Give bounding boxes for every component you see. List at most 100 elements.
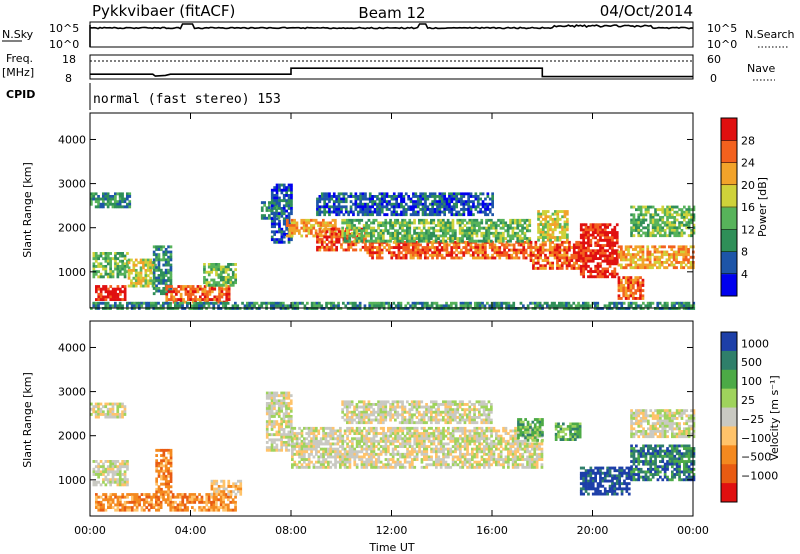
- power-cell: [690, 208, 693, 212]
- power-cell: [133, 304, 136, 308]
- power-cell: [272, 203, 276, 207]
- power-cell: [150, 304, 153, 308]
- power-cell: [217, 304, 220, 308]
- velocity-cell: [104, 483, 108, 487]
- velocity-cell: [300, 434, 304, 438]
- power-cell: [287, 222, 291, 226]
- power-cell: [639, 210, 643, 214]
- power-cell: [107, 292, 110, 296]
- power-cell: [371, 246, 374, 249]
- power-cell: [347, 210, 350, 214]
- power-cell: [401, 224, 404, 227]
- power-cell: [287, 201, 291, 205]
- power-cell: [644, 226, 648, 230]
- power-cell: [368, 248, 372, 252]
- power-cell: [400, 205, 403, 209]
- power-cell: [395, 253, 398, 257]
- power-cell: [627, 297, 630, 300]
- power-cell: [402, 200, 406, 204]
- power-cell: [406, 226, 409, 230]
- power-cell: [670, 248, 674, 251]
- velocity-cell: [237, 487, 240, 491]
- power-cell: [408, 231, 412, 235]
- power-cell: [544, 264, 547, 268]
- power-cell: [661, 229, 665, 232]
- power-cell: [480, 239, 484, 243]
- power-cell: [403, 221, 407, 225]
- power-cell: [541, 304, 544, 308]
- power-cell: [146, 258, 150, 262]
- power-cell: [687, 253, 690, 257]
- power-cell: [637, 208, 641, 212]
- power-cell: [169, 301, 172, 305]
- power-cell: [361, 208, 365, 211]
- velocity-cell: [176, 495, 180, 499]
- power-cell: [287, 220, 291, 223]
- power-cell: [641, 250, 645, 254]
- power-cell: [432, 231, 436, 235]
- power-cell: [639, 250, 642, 254]
- power-cell: [317, 221, 320, 225]
- power-cell: [282, 220, 286, 223]
- power-cell: [389, 224, 392, 227]
- power-cell: [97, 200, 100, 204]
- power-cell: [328, 227, 331, 231]
- power-cell: [548, 251, 552, 255]
- power-cell: [463, 224, 467, 227]
- power-cell: [445, 248, 449, 252]
- velocity-cell: [298, 426, 301, 430]
- power-cell: [274, 301, 278, 305]
- power-cell: [99, 252, 103, 255]
- velocity-cell: [265, 407, 269, 411]
- velocity-cell: [104, 470, 108, 474]
- power-cell: [666, 304, 669, 308]
- velocity-cell: [307, 429, 311, 433]
- power-cell: [654, 226, 657, 230]
- power-cell: [546, 223, 550, 226]
- power-cell: [627, 304, 631, 308]
- power-cell: [318, 197, 322, 201]
- power-cell: [632, 284, 635, 287]
- power-cell: [692, 231, 696, 235]
- power-cell: [349, 243, 353, 247]
- power-cell: [203, 263, 206, 266]
- power-cell: [318, 210, 322, 214]
- power-cell: [430, 301, 434, 305]
- velocity-cell: [167, 490, 170, 494]
- power-cell: [537, 236, 540, 239]
- velocity-cell: [174, 495, 177, 499]
- power-cell: [423, 301, 427, 305]
- power-cell: [475, 218, 479, 222]
- power-cell: [337, 200, 341, 204]
- power-cell: [90, 192, 93, 196]
- power-cell: [582, 223, 585, 227]
- power-cell: [426, 256, 430, 260]
- power-cell: [596, 233, 600, 237]
- power-cell: [155, 287, 158, 290]
- power-cell: [629, 245, 633, 249]
- power-cell: [328, 245, 331, 249]
- power-cell: [524, 251, 528, 255]
- power-cell: [344, 205, 348, 209]
- power-cell: [512, 243, 516, 247]
- power-cell: [128, 205, 132, 209]
- power-cell: [452, 256, 456, 260]
- power-cell: [594, 225, 597, 229]
- power-cell: [310, 229, 313, 233]
- power-cell: [541, 259, 545, 262]
- velocity-cell: [285, 441, 288, 444]
- power-cell: [514, 221, 517, 225]
- power-cell: [241, 301, 244, 305]
- power-cell: [536, 256, 540, 260]
- power-cell: [234, 276, 237, 279]
- power-cell: [461, 221, 464, 225]
- power-cell: [668, 205, 672, 209]
- power-cell: [510, 304, 513, 308]
- power-cell: [170, 285, 173, 288]
- power-cell: [663, 221, 667, 225]
- power-cell: [641, 253, 645, 257]
- power-cell: [157, 255, 161, 259]
- power-cell: [97, 262, 100, 266]
- power-cell: [611, 249, 614, 253]
- power-cell: [506, 226, 510, 230]
